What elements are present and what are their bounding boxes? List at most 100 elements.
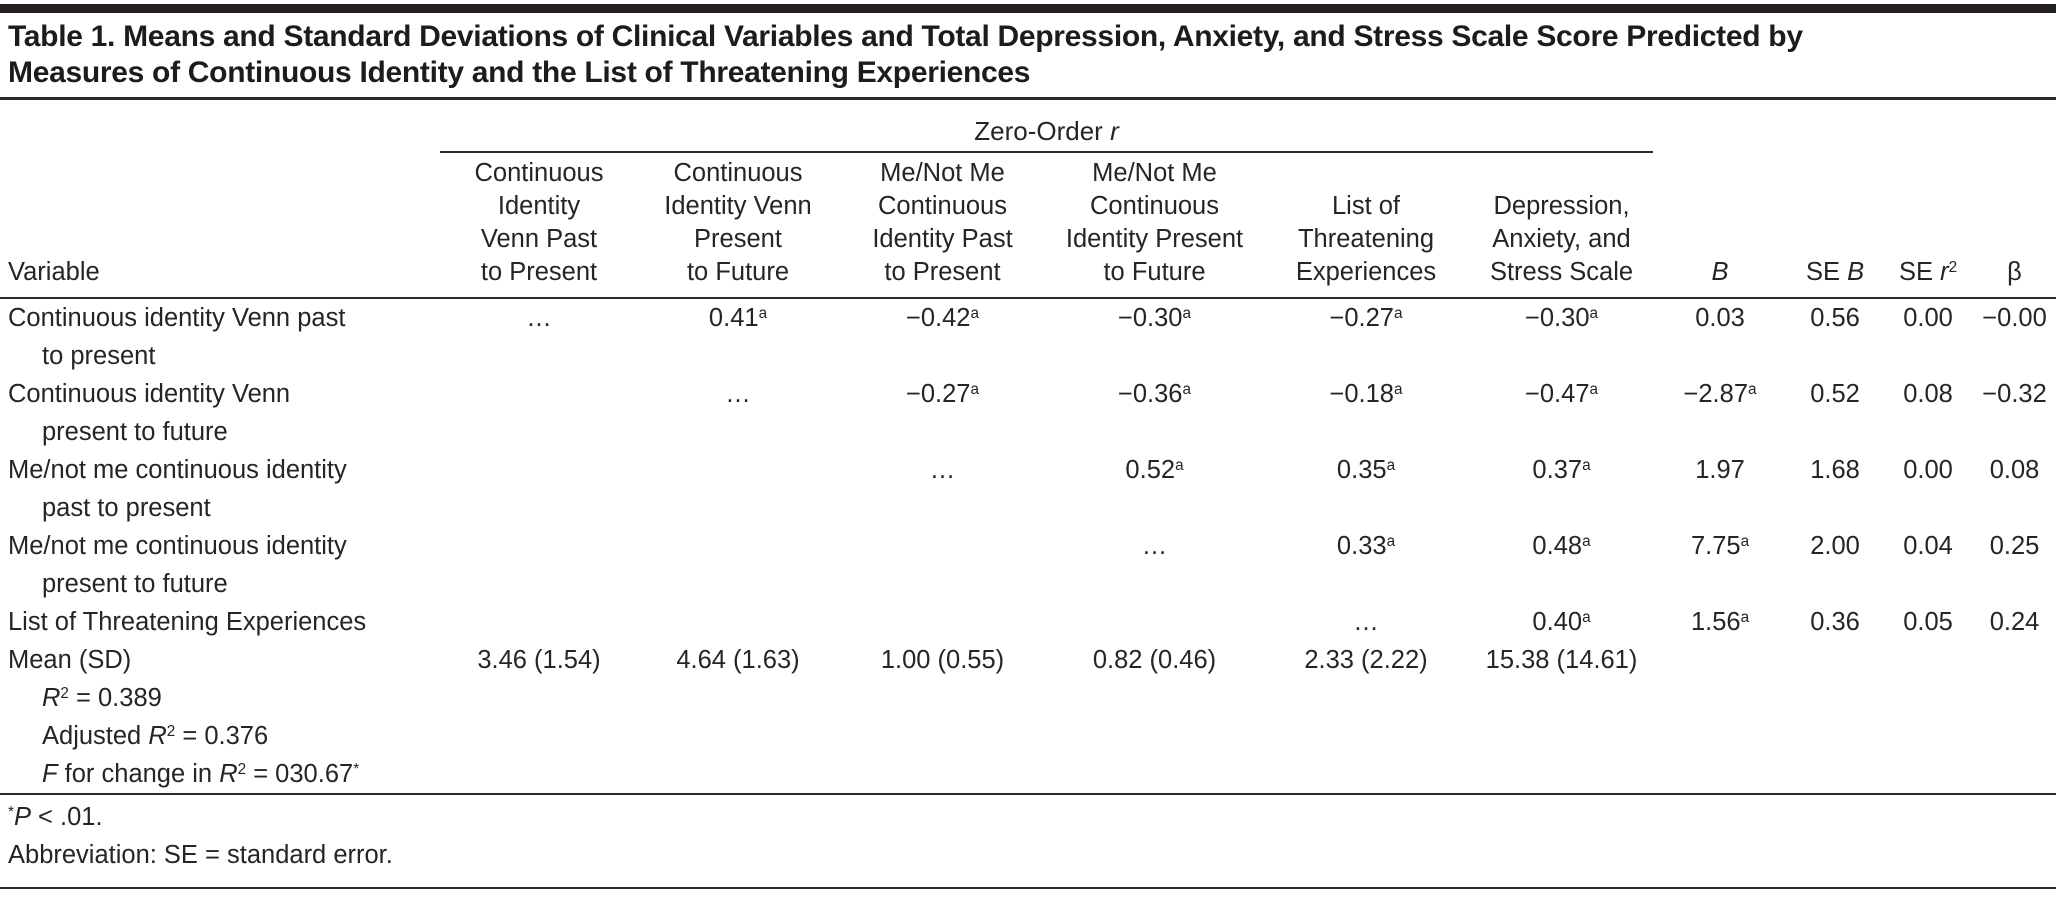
model-statistic-row: R2 = 0.389 [0, 679, 2056, 717]
cell-value: 0.82 (0.46) [1092, 646, 1217, 674]
table-title-line-2: Measures of Continuous Identity and the … [8, 56, 1031, 89]
row-variable-label: Me/not me continuous identity present to … [8, 532, 347, 598]
cell-value: −0.42a [905, 304, 980, 332]
cell-value: 0.40a [1532, 608, 1591, 636]
cell-value: 1.68 [1810, 456, 1860, 484]
cell-value: 4.64 (1.63) [676, 646, 800, 674]
cell-value [440, 527, 638, 603]
footnote-significance: *P < .01. [8, 803, 103, 831]
table-row: Me/not me continuous identity past to pre… [0, 451, 2056, 527]
cell-value: 0.00 [1903, 456, 1953, 484]
cell-value [1883, 641, 1973, 679]
cell-value: 1.97 [1695, 456, 1745, 484]
cell-value: −0.27a [1329, 304, 1403, 332]
cell-value [440, 603, 638, 641]
cell-value: −0.47a [1524, 380, 1599, 408]
table-footnotes: *P < .01. Abbreviation: SE = standard er… [0, 795, 2056, 889]
row-variable-label: Continuous identity Venn present to futur… [8, 380, 291, 446]
cell-value: 7.75a [1690, 532, 1750, 560]
cell-value: 0.37a [1532, 456, 1591, 484]
table-body: Continuous identity Venn past to present …… [0, 298, 2056, 794]
column-header-se-r2: SE r2 [1883, 152, 1974, 299]
cell-value [838, 527, 1047, 603]
cell-value [1973, 641, 2056, 679]
cell-value: 0.24 [1989, 608, 2040, 636]
row-variable-label: List of Threatening Experiences [8, 608, 367, 636]
cell-value: 0.36 [1810, 608, 1860, 636]
cell-value: 3.46 (1.54) [477, 646, 601, 674]
cell-value: 0.25 [1989, 532, 2040, 560]
cell-value [838, 603, 1047, 641]
table-row: Continuous identity Venn present to futur… [0, 375, 2056, 451]
cell-value: 2.33 (2.22) [1304, 646, 1428, 674]
cell-value [1047, 603, 1262, 641]
statistics-table: Zero-Order r Variable Continuous Identity… [0, 100, 2056, 795]
column-header-continuous-identity-venn-present-to-future: Continuous Identity Venn Present to Future [638, 152, 838, 299]
model-statistic-row: F for change in R2 = 030.67* [0, 755, 2056, 794]
cell-value: −0.18a [1329, 380, 1403, 408]
cell-value [638, 603, 838, 641]
cell-value: −0.00 [1982, 304, 2047, 332]
cell-value [1787, 641, 1883, 679]
cell-value: −0.32 [1982, 380, 2047, 408]
column-header-list-of-threatening-experiences: List of Threatening Experiences [1262, 152, 1470, 299]
column-header-beta: β [1973, 152, 2056, 299]
cell-value: 0.41a [708, 304, 768, 332]
cell-value: 0.48a [1532, 532, 1591, 560]
cell-value: 0.52 [1810, 380, 1860, 408]
cell-value: 2.00 [1810, 532, 1860, 560]
cell-value: … [725, 380, 751, 408]
row-variable-label: Me/not me continuous identity past to pre… [8, 456, 347, 522]
cell-value: 0.03 [1695, 304, 1745, 332]
cell-value: 0.56 [1810, 304, 1860, 332]
table-row: Me/not me continuous identity present to … [0, 527, 2056, 603]
column-header-me-not-me-continuous-identity-past-to-present: Me/Not Me Continuous Identity Past to Prese… [838, 152, 1047, 299]
spanner-zero-order-r: Zero-Order r [440, 100, 1654, 153]
cell-value: 0.33a [1336, 532, 1396, 560]
column-header-b: B [1653, 152, 1788, 299]
cell-value: −0.30a [1117, 304, 1192, 332]
column-header-me-not-me-continuous-identity-present-to-future: Me/Not Me Continuous Identity Present to Fu… [1047, 152, 1262, 299]
cell-value: 0.05 [1903, 608, 1953, 636]
cell-value: … [526, 304, 552, 332]
column-header-row: Variable Continuous Identity Venn Past to P… [0, 152, 2056, 299]
cell-value [638, 451, 838, 527]
spanner-spacer-left [0, 100, 440, 152]
cell-value [440, 451, 638, 527]
footnote-abbreviation: Abbreviation: SE = standard error. [8, 841, 393, 869]
model-statistic: R2 = 0.389 [42, 684, 162, 712]
table-title: Table 1. Means and Standard Deviations o… [0, 13, 2056, 100]
table-row: Mean (SD) 3.46 (1.54) 4.64 (1.63) 1.00 (0.5… [0, 641, 2056, 679]
cell-value [638, 527, 838, 603]
spanner-spacer-right [1653, 100, 2056, 152]
row-variable-label: Continuous identity Venn past to present [8, 304, 346, 370]
model-statistic: F for change in R2 = 030.67* [42, 760, 360, 788]
cell-value: −0.36a [1117, 380, 1192, 408]
spanner-row: Zero-Order r [0, 100, 2056, 153]
cell-value: 1.56a [1690, 608, 1750, 636]
cell-value: … [1353, 608, 1379, 636]
table-top-rule [0, 4, 2056, 13]
cell-value: … [1141, 532, 1168, 560]
cell-value: … [929, 456, 956, 484]
cell-value: −0.30a [1524, 304, 1599, 332]
row-variable-label: Mean (SD) [8, 646, 132, 674]
cell-value: 0.08 [1903, 380, 1953, 408]
column-header-depression-anxiety-stress-scale: Depression, Anxiety, and Stress Scale [1470, 152, 1654, 299]
cell-value: 15.38 (14.61) [1485, 646, 1638, 674]
model-statistic: Adjusted R2 = 0.376 [42, 722, 269, 750]
column-header-continuous-identity-venn-past-to-present: Continuous Identity Venn Past to Present [440, 152, 638, 299]
column-header-se-b: SE B [1787, 152, 1884, 299]
cell-value: 0.35a [1336, 456, 1396, 484]
cell-value: −2.87a [1683, 380, 1757, 408]
cell-value [440, 375, 638, 451]
cell-value: 0.00 [1903, 304, 1953, 332]
table-title-line-1: Table 1. Means and Standard Deviations o… [8, 20, 1803, 53]
cell-value: 0.08 [1989, 456, 2040, 484]
table-row: List of Threatening Experiences … 0.40a 1.5… [0, 603, 2056, 641]
column-header-variable: Variable [0, 152, 440, 299]
cell-value: 1.00 (0.55) [880, 646, 1005, 674]
cell-value: −0.27a [905, 380, 980, 408]
cell-value: 0.52a [1125, 456, 1184, 484]
